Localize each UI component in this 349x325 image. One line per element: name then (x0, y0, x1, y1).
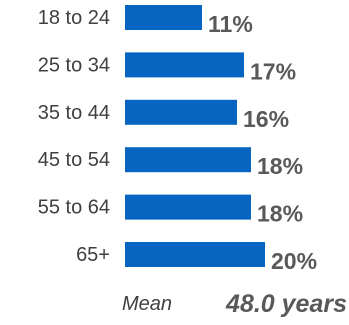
category-label-4: 55 to 64 (38, 197, 110, 219)
value-label-5: 20% (271, 248, 317, 274)
bar-5 (125, 242, 265, 267)
category-label-0: 18 to 24 (38, 7, 110, 29)
value-label-3: 18% (257, 153, 303, 179)
bar-2 (125, 99, 237, 125)
category-label-1: 25 to 34 (38, 54, 110, 76)
category-labels: 18 to 24 25 to 34 35 to 44 45 to 54 55 to 64… (38, 7, 110, 266)
bar-0 (125, 5, 202, 30)
value-labels: 11% 17% 16% 18% 18% 20% (208, 11, 317, 274)
bar-4 (125, 194, 251, 220)
value-label-4: 18% (257, 201, 303, 227)
category-label-2: 35 to 44 (38, 102, 110, 124)
bar-3 (125, 147, 251, 173)
value-label-2: 16% (243, 106, 289, 132)
mean-summary: Mean 48.0 years (122, 290, 347, 318)
bar-1 (125, 52, 244, 78)
bars-layer (125, 5, 265, 267)
mean-label: Mean (122, 293, 172, 315)
mean-value: 48.0 years (225, 290, 347, 318)
category-label-5: 65+ (76, 244, 110, 266)
value-label-1: 17% (250, 58, 296, 84)
category-label-3: 45 to 54 (38, 149, 110, 171)
value-label-0: 11% (208, 11, 253, 37)
